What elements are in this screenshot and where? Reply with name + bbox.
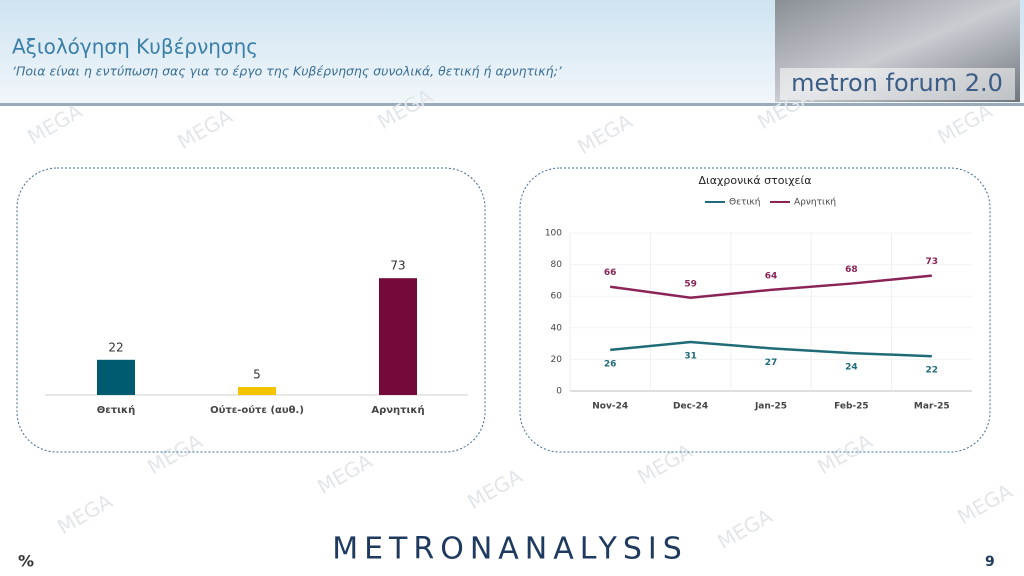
logo-strip <box>780 68 1015 100</box>
watermark: MEGA <box>53 489 116 539</box>
y-tick-label: 100 <box>545 229 562 239</box>
data-label: 73 <box>926 257 939 267</box>
bar <box>379 278 417 395</box>
data-label: 68 <box>845 265 858 275</box>
data-label: 22 <box>926 366 939 376</box>
watermark: MEGA <box>173 104 236 154</box>
bar-panel <box>16 167 486 453</box>
unit: % <box>18 552 34 571</box>
data-label: 24 <box>845 363 858 373</box>
data-label: 27 <box>765 358 778 368</box>
y-tick-label: 40 <box>551 323 563 333</box>
data-label: 5 <box>253 368 261 382</box>
chart-title: Διαχρονικά στοιχεία <box>699 174 812 187</box>
watermark: MEGA <box>633 439 696 489</box>
x-tick-label: Jan-25 <box>754 402 787 412</box>
x-tick-label: Ούτε-ούτε (αυθ.) <box>210 404 304 416</box>
x-tick-label: Θετική <box>97 404 136 416</box>
legend-label: Θετική <box>729 198 760 208</box>
series-line <box>610 340 932 358</box>
subtitle: ‘Ποια είναι η εντύπωση σας για το έργο τ… <box>12 64 563 79</box>
watermark: MEGA <box>23 99 86 149</box>
watermark: MEGA <box>573 109 636 159</box>
watermark: MEGA <box>313 449 376 499</box>
watermark: MEGA <box>463 464 526 514</box>
data-label: 59 <box>684 279 697 289</box>
y-tick-label: 80 <box>551 260 563 270</box>
charts: 22 Θετική 5 Ούτε-ούτε (αυθ.) 73 Αρνητική Διαχρ… <box>45 174 972 416</box>
data-label: 22 <box>108 340 123 354</box>
series-line <box>610 274 932 300</box>
watermark: MEGA <box>933 99 996 149</box>
page-number: 9 <box>985 554 995 570</box>
x-tick-label: Mar-25 <box>914 402 950 412</box>
data-label: 64 <box>765 271 778 281</box>
legend-label: Αρνητική <box>794 198 836 208</box>
watermark: MEGA <box>713 504 776 554</box>
y-tick-label: 20 <box>551 355 563 365</box>
y-tick-label: 60 <box>551 292 563 302</box>
data-label: 26 <box>604 359 617 369</box>
watermark: MEGA <box>143 429 206 479</box>
watermark: MEGA <box>953 479 1016 529</box>
bar <box>238 387 276 395</box>
x-tick-label: Feb-25 <box>834 402 869 412</box>
watermark: MEGA <box>813 429 876 479</box>
data-label: 73 <box>390 259 405 273</box>
bar <box>97 359 135 395</box>
header-rule <box>0 103 1024 106</box>
data-label: 31 <box>684 352 697 362</box>
x-tick-label: Αρνητική <box>371 404 424 416</box>
x-tick-label: Dec-24 <box>673 402 708 412</box>
data-label: 66 <box>604 268 617 278</box>
brand: METRONANALYSIS <box>332 532 688 567</box>
logo-text: metron forum 2.0 <box>791 69 1003 97</box>
y-tick-label: 0 <box>556 387 562 397</box>
x-tick-label: Nov-24 <box>592 402 628 412</box>
title: Αξιολόγηση Κυβέρνησης <box>12 35 258 59</box>
